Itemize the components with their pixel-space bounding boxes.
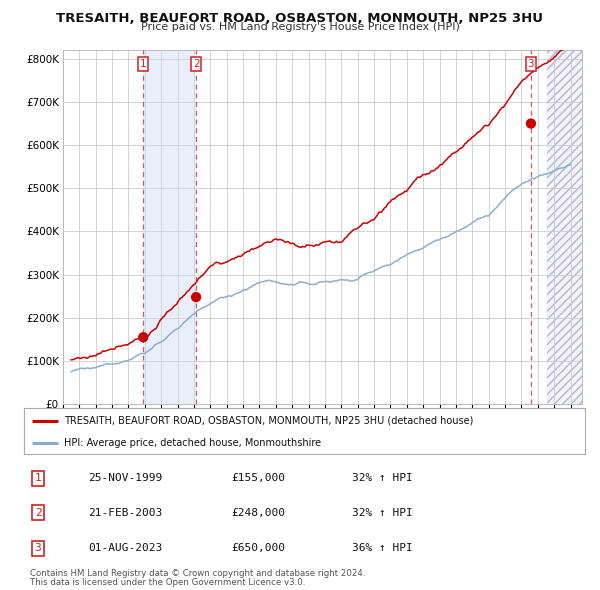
Bar	[143, 50, 196, 404]
Text: HPI: Average price, detached house, Monmouthshire: HPI: Average price, detached house, Monm…	[64, 438, 322, 448]
Text: Price paid vs. HM Land Registry's House Price Index (HPI): Price paid vs. HM Land Registry's House …	[140, 22, 460, 32]
Bar	[547, 50, 582, 404]
Point	[526, 119, 536, 128]
Text: 2: 2	[35, 508, 41, 517]
Text: 32% ↑ HPI: 32% ↑ HPI	[352, 473, 413, 483]
Text: 1: 1	[140, 60, 146, 69]
Text: This data is licensed under the Open Government Licence v3.0.: This data is licensed under the Open Gov…	[30, 578, 305, 587]
Text: 01-AUG-2023: 01-AUG-2023	[89, 543, 163, 553]
Point	[139, 333, 148, 342]
Text: TRESAITH, BEAUFORT ROAD, OSBASTON, MONMOUTH, NP25 3HU: TRESAITH, BEAUFORT ROAD, OSBASTON, MONMO…	[56, 12, 544, 25]
Text: 1: 1	[35, 473, 41, 483]
Text: 36% ↑ HPI: 36% ↑ HPI	[352, 543, 413, 553]
Text: £248,000: £248,000	[232, 508, 286, 517]
Text: 3: 3	[527, 60, 534, 69]
Text: 2: 2	[193, 60, 199, 69]
Text: Contains HM Land Registry data © Crown copyright and database right 2024.: Contains HM Land Registry data © Crown c…	[30, 569, 365, 578]
Text: 3: 3	[35, 543, 41, 553]
Text: 32% ↑ HPI: 32% ↑ HPI	[352, 508, 413, 517]
Text: 21-FEB-2003: 21-FEB-2003	[89, 508, 163, 517]
Text: 25-NOV-1999: 25-NOV-1999	[89, 473, 163, 483]
Point	[191, 293, 201, 302]
Text: £155,000: £155,000	[232, 473, 286, 483]
Text: £650,000: £650,000	[232, 543, 286, 553]
Text: TRESAITH, BEAUFORT ROAD, OSBASTON, MONMOUTH, NP25 3HU (detached house): TRESAITH, BEAUFORT ROAD, OSBASTON, MONMO…	[64, 416, 474, 426]
